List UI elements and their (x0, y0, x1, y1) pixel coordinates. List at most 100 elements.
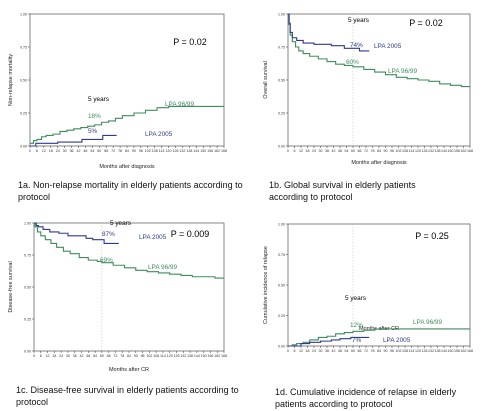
x-tick-label: 156 (454, 149, 460, 153)
p-value: P = 0.25 (415, 231, 449, 241)
five-years-label: 5 years (88, 96, 109, 103)
x-tick-label: 0 (287, 149, 289, 153)
x-axis-label: Months after diagnosis (351, 160, 407, 166)
x-tick-label: 120 (166, 149, 172, 153)
y-tick-label: 1.00 (278, 222, 285, 226)
x-tick-label: 162 (214, 149, 220, 153)
x-tick-label: 72 (364, 149, 368, 153)
x-tick-label: 12 (46, 354, 50, 358)
x-tick-label: 132 (180, 354, 186, 358)
y-tick-label: 0.75 (20, 45, 27, 49)
x-tick-label: 162 (461, 149, 467, 153)
x-tick-label: 144 (441, 149, 447, 153)
series-line-lpa-96-99 (30, 105, 224, 144)
x-tick-label: 60 (351, 149, 355, 153)
x-tick-label: 144 (441, 349, 447, 353)
y-tick-label: 0.00 (278, 344, 285, 348)
series-line-lpa-2005 (288, 336, 370, 347)
x-tick-label: 6 (40, 354, 42, 358)
x-tick-label: 78 (371, 149, 375, 153)
x-tick-label: 132 (428, 149, 434, 153)
five-years-label: 5 years (110, 220, 131, 227)
series-label-lpa-96-99: LPA 96/99 (388, 68, 417, 75)
x-axis-label: Months after CR (109, 367, 149, 373)
series-line-lpa-2005 (288, 13, 370, 52)
series-line-lpa-2005 (34, 222, 119, 245)
series-label-lpa-2005: LPA 2005 (374, 43, 402, 50)
y-tick-label: 0.25 (278, 314, 285, 318)
y-tick-label: 0.50 (278, 78, 285, 82)
x-tick-label: 30 (63, 149, 67, 153)
x-tick-label: 78 (118, 149, 122, 153)
x-tick-label: 54 (345, 149, 349, 153)
x-tick-label: 36 (325, 349, 329, 353)
y-tick-label: 0.50 (24, 285, 31, 289)
x-tick-label: 108 (153, 354, 159, 358)
x-tick-label: 90 (132, 149, 136, 153)
x-tick-label: 18 (306, 349, 310, 353)
x-tick-label: 126 (173, 149, 179, 153)
percent-label-lpa-96-99: 12% (350, 322, 363, 329)
caption-1c: 1c. Disease-free survival in elderly pat… (16, 385, 239, 407)
x-tick-label: 102 (146, 354, 152, 358)
x-tick-label: 66 (358, 349, 362, 353)
x-tick-label: 138 (435, 149, 441, 153)
x-tick-label: 54 (90, 149, 94, 153)
x-tick-label: 156 (207, 354, 213, 358)
series-line-lpa-96-99 (288, 13, 470, 88)
five-years-label: 5 years (348, 17, 369, 24)
x-tick-label: 114 (160, 354, 166, 358)
x-tick-label: 156 (454, 349, 460, 353)
y-tick-label: 0.00 (24, 349, 31, 353)
x-tick-label: 102 (396, 349, 402, 353)
panel-1c: 0.00 0.25 0.50 0.75 1.00 0 6 12 18 24 30 36 42 48 54 60… (0, 206, 250, 411)
p-value: P = 0.009 (171, 229, 210, 239)
x-tick-label: 24 (312, 149, 316, 153)
percent-label-lpa-96-99: 18% (88, 113, 101, 120)
x-tick-label: 24 (56, 149, 60, 153)
x-tick-label: 30 (66, 354, 70, 358)
percent-label-lpa-2005: 5% (88, 128, 98, 135)
series-label-lpa-96-99: LPA 96/99 (413, 319, 442, 326)
panel-1d: 0.00 0.25 0.50 0.75 1.00 0 6 12 18 24 30 36 42 48 54 60… (250, 206, 500, 411)
y-axis-label: Cumulative incidence of relapse (263, 246, 269, 324)
x-tick-label: 30 (319, 149, 323, 153)
caption-1d: 1d. Cumulative incidence of relapse in e… (275, 387, 457, 409)
p-value: P = 0.02 (409, 18, 443, 28)
x-tick-label: 60 (100, 354, 104, 358)
x-tick-label: 138 (187, 354, 193, 358)
x-tick-label: 18 (306, 149, 310, 153)
x-tick-label: 60 (97, 149, 101, 153)
x-tick-label: 42 (80, 354, 84, 358)
x-tick-label: 120 (415, 149, 421, 153)
x-tick-label: 114 (159, 149, 165, 153)
chart-1b: 0.000.250.500.751.000 6 12 18 24 30 36 42 48 54 60… (263, 12, 473, 166)
percent-label-lpa-96-99: 60% (346, 59, 359, 66)
x-tick-label: 108 (402, 149, 408, 153)
chart-1a: 0.00 0.25 0.50 0.75 1.00 0 6 12 18 24 30 36 42 48 54 60… (8, 12, 227, 170)
x-tick-label: 24 (59, 354, 63, 358)
y-axis-label: Non-relapse mortality (8, 54, 14, 107)
series-label-lpa-2005: LPA 2005 (139, 234, 167, 241)
x-tick-label: 84 (127, 354, 131, 358)
x-tick-label: 108 (402, 349, 408, 353)
x-tick-label: 36 (73, 354, 77, 358)
x-tick-label: 78 (120, 354, 124, 358)
x-tick-label: 162 (214, 354, 220, 358)
x-tick-label: 126 (422, 349, 428, 353)
x-tick-label: 66 (104, 149, 108, 153)
y-tick-label: 0.75 (278, 253, 285, 257)
x-tick-label: 72 (113, 354, 117, 358)
y-tick-label: 0.50 (278, 283, 285, 287)
percent-label-lpa-2005: 7% (352, 337, 362, 344)
x-tick-label: 102 (145, 149, 151, 153)
x-tick-label: 156 (207, 149, 213, 153)
x-tick-label: 120 (167, 354, 173, 358)
plot-frame (29, 13, 225, 147)
five-years-label: 5 years (345, 295, 366, 302)
caption-1a: 1a. Non-relapse mortality in elderly pat… (18, 180, 243, 202)
series-line-lpa-96-99 (288, 328, 470, 347)
y-tick-label: 0.25 (278, 111, 285, 115)
caption-1b: 1b. Global survival in elderly patients … (269, 180, 416, 202)
y-tick-label: 1.00 (278, 12, 285, 16)
